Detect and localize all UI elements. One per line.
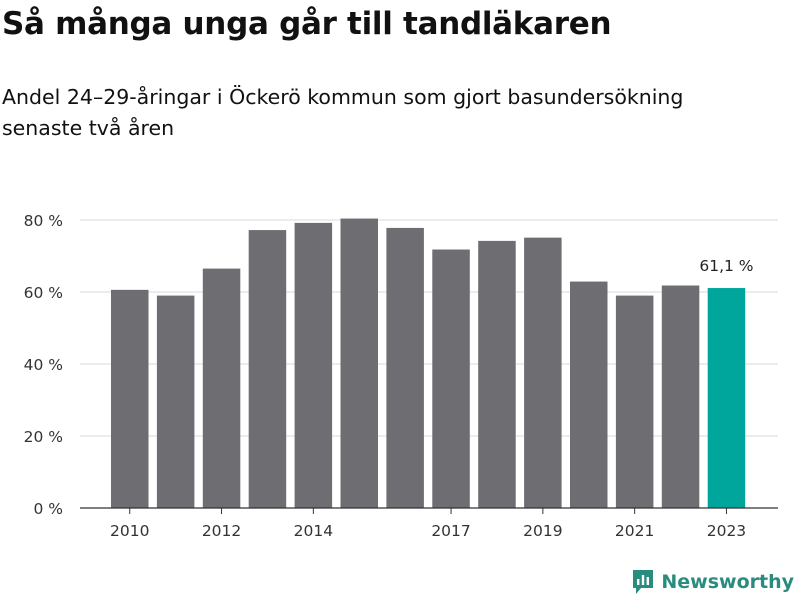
- bar-2018: [478, 240, 516, 508]
- bars: [111, 218, 746, 509]
- chart-title: Så många unga går till tandläkaren: [2, 6, 612, 42]
- bar-2013: [248, 230, 287, 508]
- brand-logo: Newsworthy: [631, 568, 794, 596]
- bar-chart: 0 % 20 % 40 % 60 % 80 % 2010 2012 2014 2017 2019…: [24, 212, 778, 540]
- bar-2010: [111, 289, 149, 508]
- y-tick-label: 0 %: [33, 500, 63, 518]
- y-tick-label: 40 %: [24, 356, 63, 374]
- grid-lines: [80, 219, 778, 437]
- x-tick-label: 2021: [615, 522, 654, 540]
- y-tick-label: 80 %: [24, 212, 63, 230]
- data-label: 61,1 %: [699, 257, 753, 275]
- x-tick-label: 2017: [431, 522, 470, 540]
- y-tick-label: 60 %: [24, 284, 63, 302]
- x-axis-ticks: 2010 2012 2014 2017 2019 2021 2023: [110, 508, 746, 540]
- bar-2020: [570, 281, 608, 508]
- brand-name: Newsworthy: [661, 571, 794, 593]
- bar-2017: [432, 249, 470, 508]
- newsworthy-logo-icon: [633, 570, 654, 594]
- x-tick-label: 2010: [110, 522, 149, 540]
- bar-2011: [156, 295, 195, 508]
- x-tick-label: 2014: [294, 522, 333, 540]
- annotations: 61,1 %: [699, 257, 753, 275]
- x-tick-label: 2012: [202, 522, 241, 540]
- bar-2014: [294, 222, 333, 508]
- chart-subtitle: Andel 24–29-åringar i Öckerö kommun som …: [2, 85, 684, 140]
- x-tick-label: 2023: [707, 522, 746, 540]
- bar-2019: [524, 237, 562, 508]
- bar-2012: [202, 268, 241, 508]
- bar-2016: [386, 227, 424, 509]
- bar-2022: [661, 285, 700, 508]
- bar-2021: [615, 295, 654, 508]
- bar-2023: [707, 288, 746, 508]
- y-tick-label: 20 %: [24, 428, 63, 446]
- x-tick-label: 2019: [523, 522, 562, 540]
- y-axis-ticks: 0 % 20 % 40 % 60 % 80 %: [24, 212, 63, 518]
- bar-2015: [340, 218, 378, 508]
